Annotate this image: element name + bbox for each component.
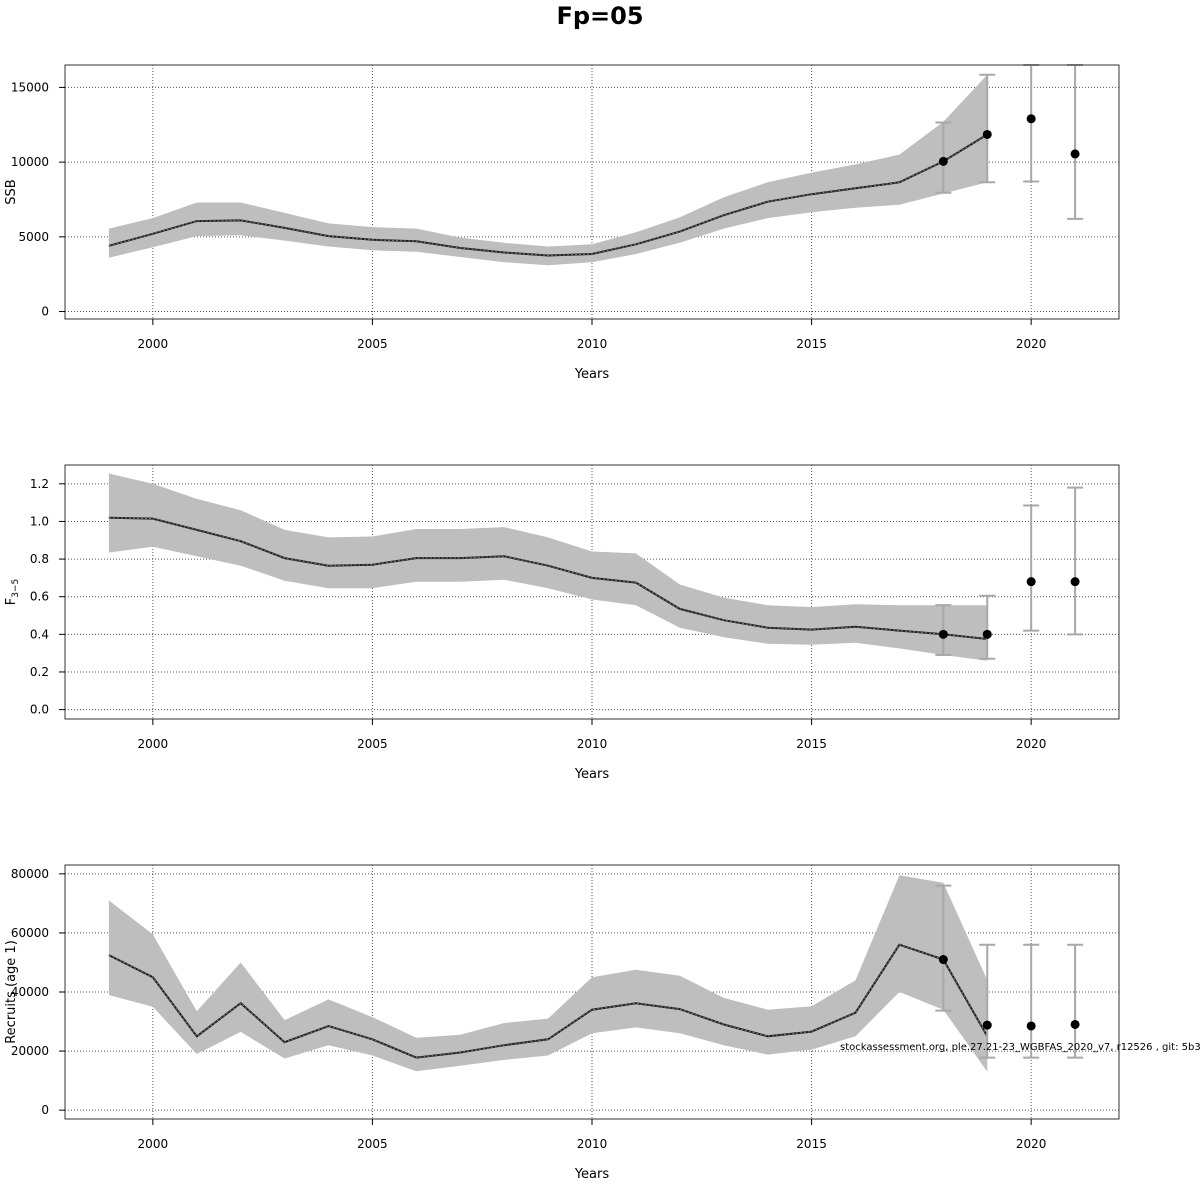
data-point (982, 629, 992, 639)
fishing-mortality-panel: 2000 2005 2010 2015 2020 0.0 0.2 0.4 0.6 0.8 1.0 1.… (4, 464, 1120, 782)
confidence-band (108, 74, 988, 266)
x-tick-label: 2010 (577, 337, 608, 351)
y-tick-label: 1.0 (30, 514, 49, 528)
x-axis-label: Years (574, 767, 610, 782)
y-tick-label: 60000 (11, 926, 49, 940)
x-tick-label: 2005 (357, 737, 388, 751)
y-tick-label: 0.8 (30, 552, 49, 566)
data-point (1026, 1021, 1036, 1031)
data-point (938, 629, 948, 639)
x-tick-label: 2020 (1016, 737, 1047, 751)
y-axis-label-subscript: 3−5 (11, 579, 21, 598)
x-tick-label: 2015 (796, 737, 827, 751)
x-tick-label: 2010 (577, 1137, 608, 1151)
data-point (938, 955, 948, 965)
x-tick-label: 2000 (138, 1137, 169, 1151)
y-axis-label: F3−5 (4, 579, 21, 605)
y-tick-label: 40000 (11, 985, 49, 999)
footer-credit: stockassessment.org, ple.27.21-23_WGBFAS… (840, 1042, 1200, 1053)
x-axis-label: Years (574, 1167, 610, 1182)
x-tick-label: 2010 (577, 737, 608, 751)
y-tick-label: 20000 (11, 1044, 49, 1058)
confidence-band (108, 473, 988, 661)
x-tick-label: 2020 (1016, 337, 1047, 351)
data-point (982, 1020, 992, 1030)
estimate-line-dotted (108, 134, 988, 257)
data-point (982, 129, 992, 139)
y-tick-label: 10000 (11, 155, 49, 169)
y-axis-label: Recruits (age 1) (4, 940, 19, 1044)
y-tick-label: 1.2 (30, 477, 49, 491)
y-axis-label: SSB (4, 179, 19, 204)
y-tick-label: 15000 (11, 80, 49, 94)
y-tick-label: 5000 (18, 230, 49, 244)
y-tick-label: 0.6 (30, 590, 49, 604)
ssb-panel: 2000 2005 2010 2015 2020 0 5000 10000 15000 Years… (4, 64, 1120, 382)
data-point (938, 156, 948, 166)
y-tick-label: 80000 (11, 867, 49, 881)
data-point (1026, 114, 1036, 124)
y-tick-label: 0.4 (30, 627, 49, 641)
y-tick-label: 0.0 (30, 703, 49, 717)
x-tick-label: 2005 (357, 1137, 388, 1151)
y-tick-label: 0 (41, 305, 49, 319)
x-axis-label: Years (574, 367, 610, 382)
estimate-line-dotted (108, 944, 988, 1059)
x-tick-label: 2005 (357, 337, 388, 351)
y-tick-label: 0 (41, 1103, 49, 1117)
x-tick-label: 2015 (796, 337, 827, 351)
recruits-panel: 2000 2005 2010 2015 2020 0 20000 40000 60000 8000… (4, 864, 1120, 1182)
data-point (1070, 577, 1080, 587)
data-point (1026, 577, 1036, 587)
data-point (1070, 1019, 1080, 1029)
x-tick-label: 2000 (138, 337, 169, 351)
data-point (1070, 149, 1080, 159)
x-tick-label: 2000 (138, 737, 169, 751)
x-tick-label: 2020 (1016, 1137, 1047, 1151)
x-tick-label: 2015 (796, 1137, 827, 1151)
confidence-band (108, 875, 988, 1072)
y-tick-label: 0.2 (30, 665, 49, 679)
chart-title: Fp=05 (556, 2, 643, 30)
estimate-line (108, 516, 988, 640)
